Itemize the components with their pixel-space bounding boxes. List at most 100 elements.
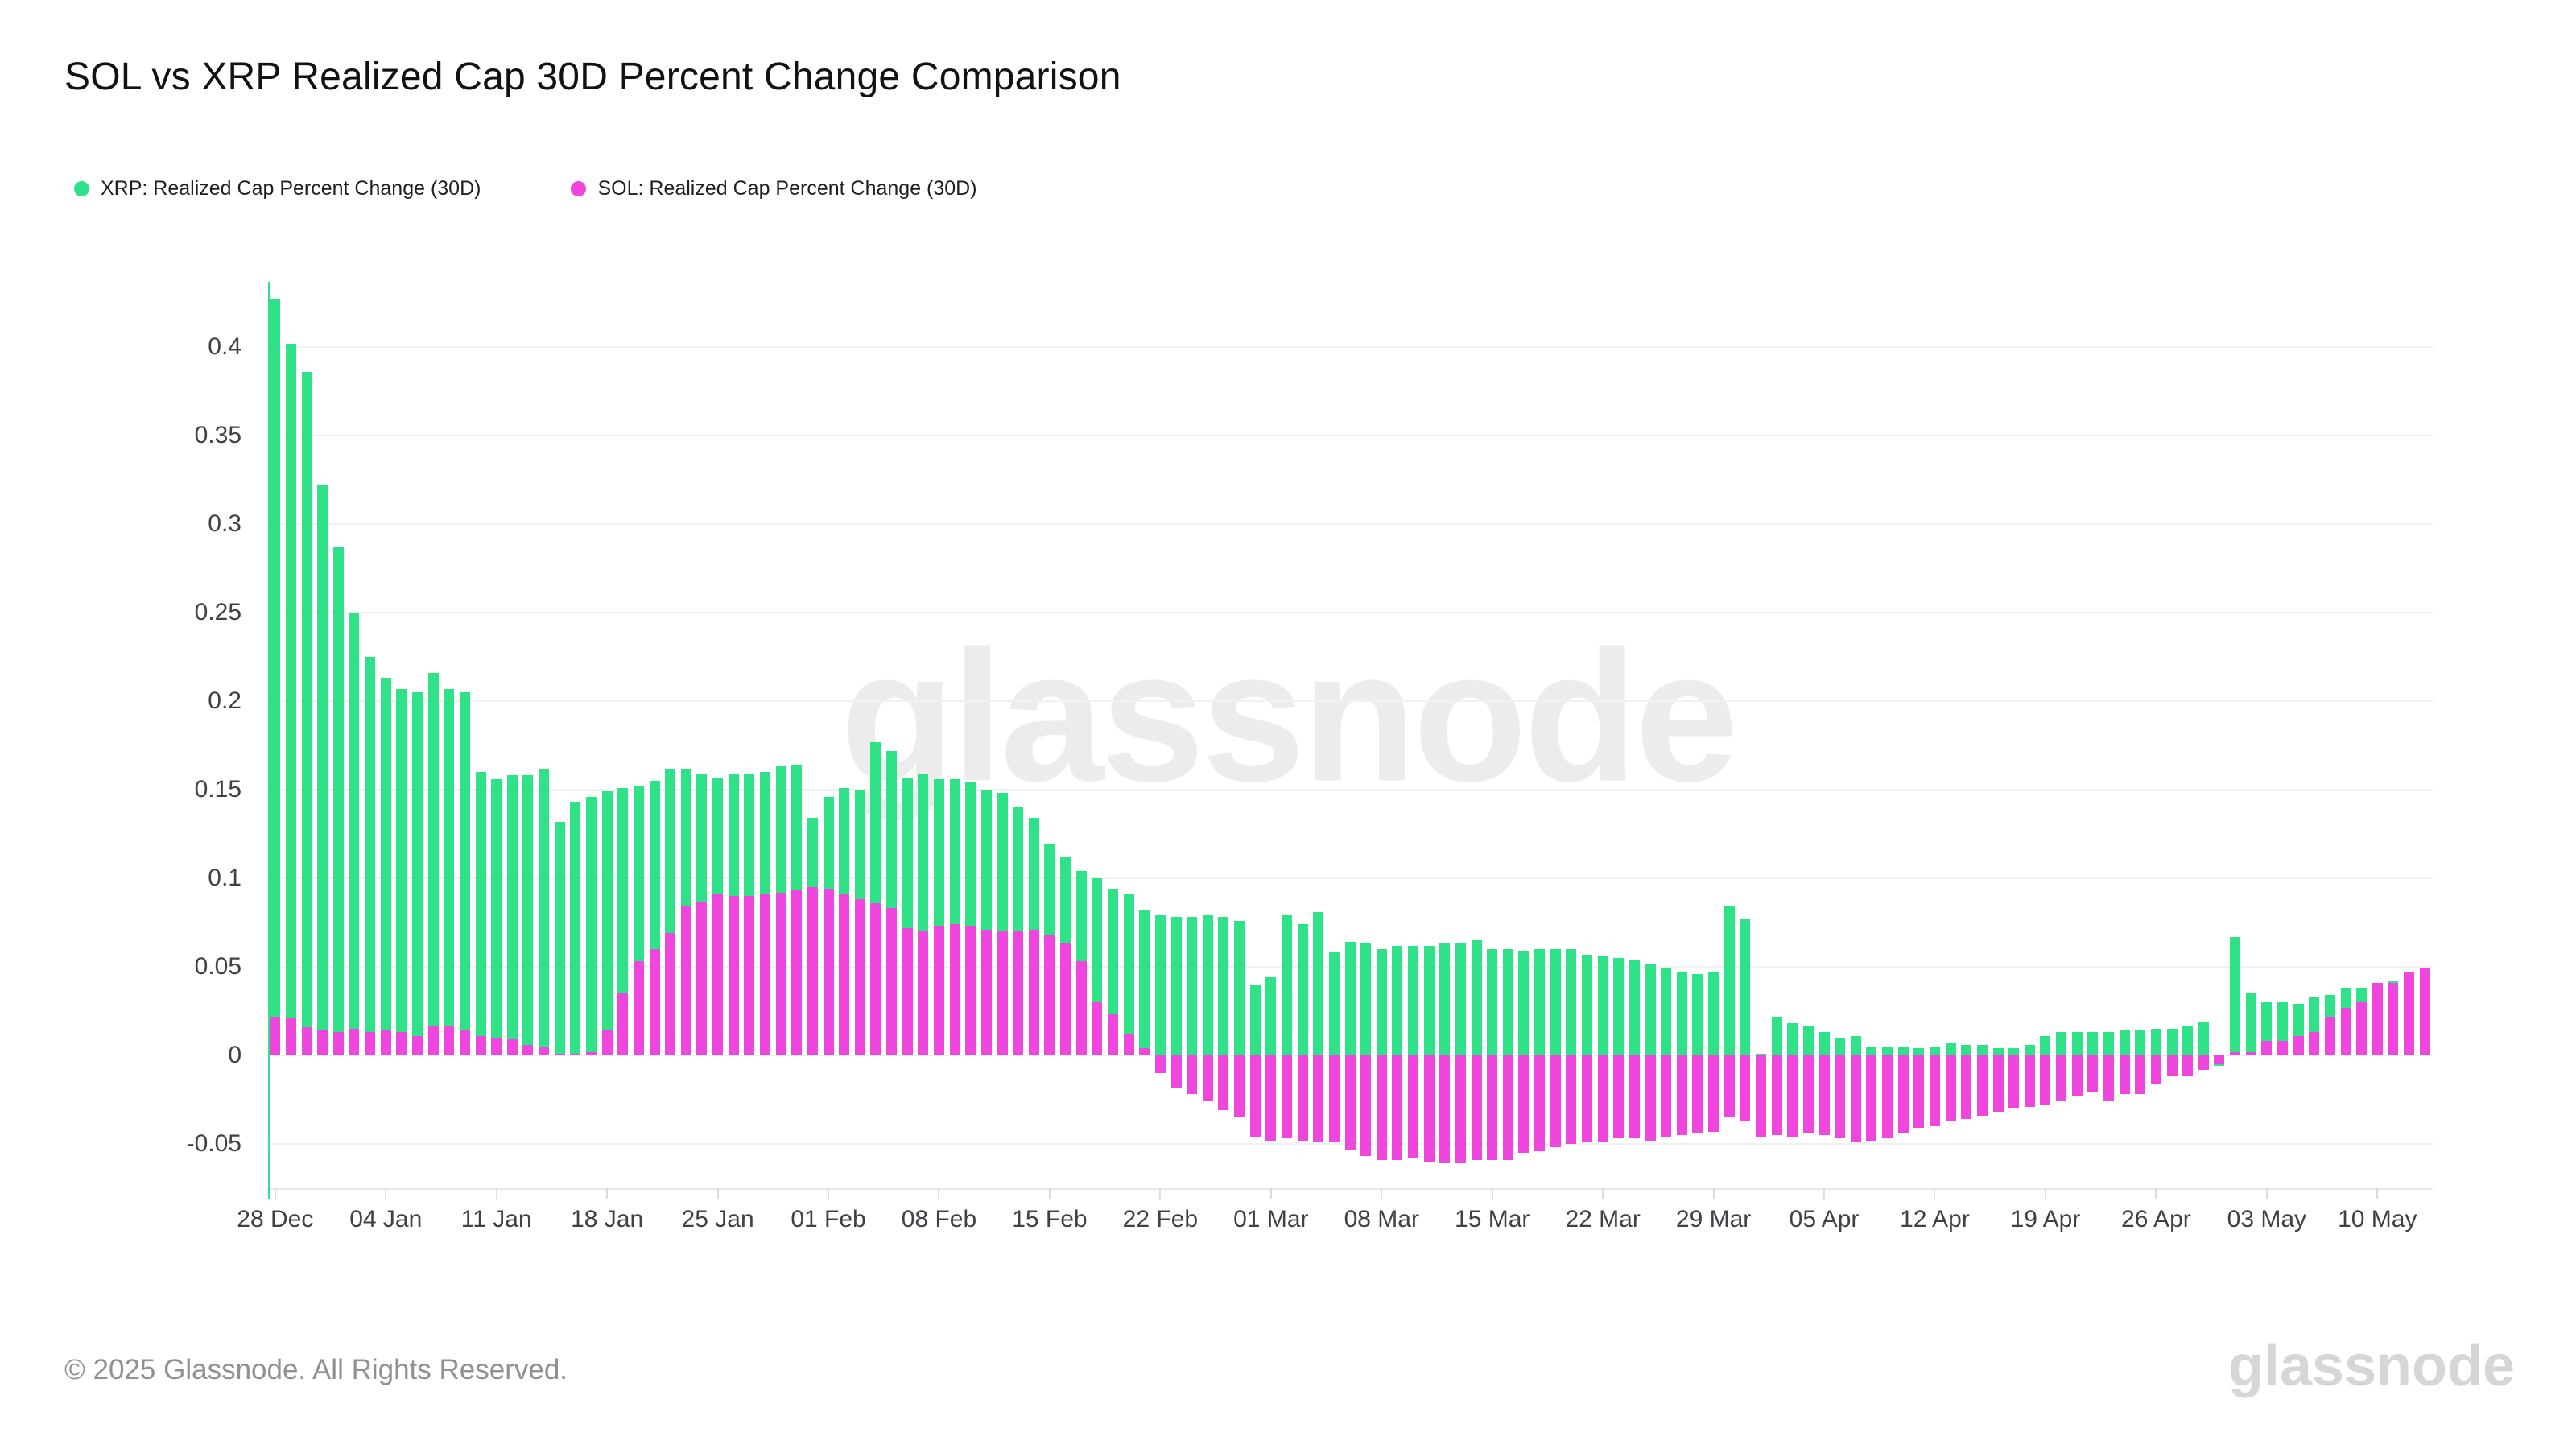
bar-sol[interactable] — [1802, 1055, 1814, 1133]
bar-xrp[interactable] — [617, 787, 629, 1055]
bar-sol[interactable] — [2404, 972, 2415, 1055]
bar-sol[interactable] — [980, 929, 992, 1055]
bar-xrp[interactable] — [412, 692, 423, 1055]
bar-sol[interactable] — [270, 1016, 281, 1055]
bar-sol[interactable] — [2245, 1051, 2256, 1055]
bar-xrp[interactable] — [2198, 1022, 2209, 1055]
bar-xrp[interactable] — [1265, 977, 1277, 1055]
bar-xrp[interactable] — [1756, 1053, 1766, 1055]
bar-sol[interactable] — [1328, 1055, 1340, 1142]
bar-sol[interactable] — [522, 1044, 534, 1055]
bar-xrp[interactable] — [459, 692, 470, 1055]
bar-sol[interactable] — [1929, 1055, 1940, 1126]
bar-sol[interactable] — [2293, 1035, 2304, 1055]
bar-sol[interactable] — [791, 890, 803, 1055]
bar-sol[interactable] — [1676, 1055, 1687, 1135]
bar-sol[interactable] — [1897, 1055, 1909, 1133]
bar-xrp[interactable] — [1187, 917, 1198, 1055]
bar-sol[interactable] — [1376, 1055, 1387, 1160]
bar-sol[interactable] — [728, 896, 739, 1055]
bar-sol[interactable] — [775, 892, 786, 1055]
bar-sol[interactable] — [823, 889, 834, 1055]
bar-sol[interactable] — [1265, 1055, 1277, 1141]
bar-sol[interactable] — [965, 926, 976, 1055]
bar-sol[interactable] — [1850, 1055, 1861, 1142]
bar-sol[interactable] — [696, 901, 708, 1055]
bar-xrp[interactable] — [1629, 960, 1640, 1055]
bar-xrp[interactable] — [2245, 993, 2256, 1055]
bar-sol[interactable] — [1787, 1055, 1798, 1137]
bar-sol[interactable] — [1976, 1055, 1988, 1116]
bar-xrp[interactable] — [2103, 1032, 2114, 1055]
bar-sol[interactable] — [2166, 1055, 2178, 1077]
bar-sol[interactable] — [2340, 1007, 2351, 1055]
bar-sol[interactable] — [918, 931, 929, 1055]
bar-sol[interactable] — [617, 993, 629, 1055]
bar-xrp[interactable] — [1961, 1044, 1972, 1055]
bar-sol[interactable] — [665, 933, 676, 1055]
bar-sol[interactable] — [317, 1030, 328, 1055]
bar-xrp[interactable] — [1392, 945, 1403, 1055]
bar-xrp[interactable] — [1708, 972, 1719, 1055]
bar-sol[interactable] — [1661, 1055, 1672, 1137]
bar-xrp[interactable] — [475, 772, 486, 1055]
bar-xrp[interactable] — [1866, 1046, 1877, 1055]
bar-sol[interactable] — [949, 924, 960, 1055]
bar-xrp[interactable] — [570, 802, 581, 1055]
bar-sol[interactable] — [902, 927, 913, 1055]
bar-xrp[interactable] — [1249, 985, 1261, 1055]
bar-sol[interactable] — [1534, 1055, 1546, 1151]
bar-sol[interactable] — [2309, 1032, 2320, 1055]
bar-xrp[interactable] — [396, 688, 407, 1055]
bar-xrp[interactable] — [1913, 1048, 1925, 1055]
bar-sol[interactable] — [427, 1025, 439, 1055]
legend-item-sol[interactable]: SOL: Realized Cap Percent Change (30D) — [571, 177, 977, 200]
bar-sol[interactable] — [1582, 1055, 1593, 1142]
bar-sol[interactable] — [412, 1035, 423, 1055]
bar-sol[interactable] — [2008, 1055, 2020, 1108]
bar-sol[interactable] — [475, 1035, 486, 1055]
bar-xrp[interactable] — [506, 775, 518, 1055]
bar-xrp[interactable] — [1645, 963, 1656, 1055]
bar-sol[interactable] — [1771, 1055, 1782, 1135]
bar-xrp[interactable] — [317, 485, 328, 1055]
bar-sol[interactable] — [2135, 1055, 2146, 1095]
bar-sol[interactable] — [1740, 1055, 1751, 1121]
bar-sol[interactable] — [2230, 1051, 2241, 1055]
bar-sol[interactable] — [1629, 1055, 1640, 1139]
bar-sol[interactable] — [2087, 1055, 2099, 1093]
bar-sol[interactable] — [1392, 1055, 1403, 1160]
bar-xrp[interactable] — [1107, 889, 1118, 1055]
bar-xrp[interactable] — [1945, 1042, 1956, 1055]
bar-xrp[interactable] — [365, 657, 376, 1055]
bar-xrp[interactable] — [1218, 917, 1229, 1055]
bar-sol[interactable] — [2261, 1041, 2273, 1055]
bar-xrp[interactable] — [2135, 1030, 2146, 1055]
bar-xrp[interactable] — [2230, 936, 2241, 1055]
bar-sol[interactable] — [2324, 1016, 2335, 1055]
bar-sol[interactable] — [2056, 1055, 2067, 1102]
bar-xrp[interactable] — [1992, 1048, 2004, 1055]
bar-sol[interactable] — [1597, 1055, 1608, 1142]
bar-sol[interactable] — [1344, 1055, 1356, 1150]
bar-sol[interactable] — [1945, 1055, 1956, 1121]
bar-sol[interactable] — [1060, 943, 1071, 1055]
bar-xrp[interactable] — [1154, 915, 1166, 1055]
bar-xrp[interactable] — [1234, 920, 1245, 1055]
bar-xrp[interactable] — [427, 672, 439, 1055]
bar-xrp[interactable] — [2182, 1025, 2194, 1055]
bar-sol[interactable] — [396, 1032, 407, 1055]
bar-xrp[interactable] — [2040, 1035, 2051, 1055]
bar-xrp[interactable] — [1724, 906, 1735, 1055]
bar-sol[interactable] — [2103, 1055, 2114, 1102]
bar-xrp[interactable] — [1202, 915, 1213, 1055]
bar-xrp[interactable] — [1566, 949, 1577, 1055]
bar-sol[interactable] — [2419, 968, 2430, 1055]
bar-sol[interactable] — [1692, 1055, 1703, 1133]
bar-sol[interactable] — [444, 1025, 455, 1055]
bar-xrp[interactable] — [1787, 1023, 1798, 1055]
bar-xrp[interactable] — [1771, 1016, 1782, 1055]
bar-xrp[interactable] — [270, 299, 281, 1055]
bar-sol[interactable] — [2119, 1055, 2130, 1095]
bar-xrp[interactable] — [1692, 973, 1703, 1055]
